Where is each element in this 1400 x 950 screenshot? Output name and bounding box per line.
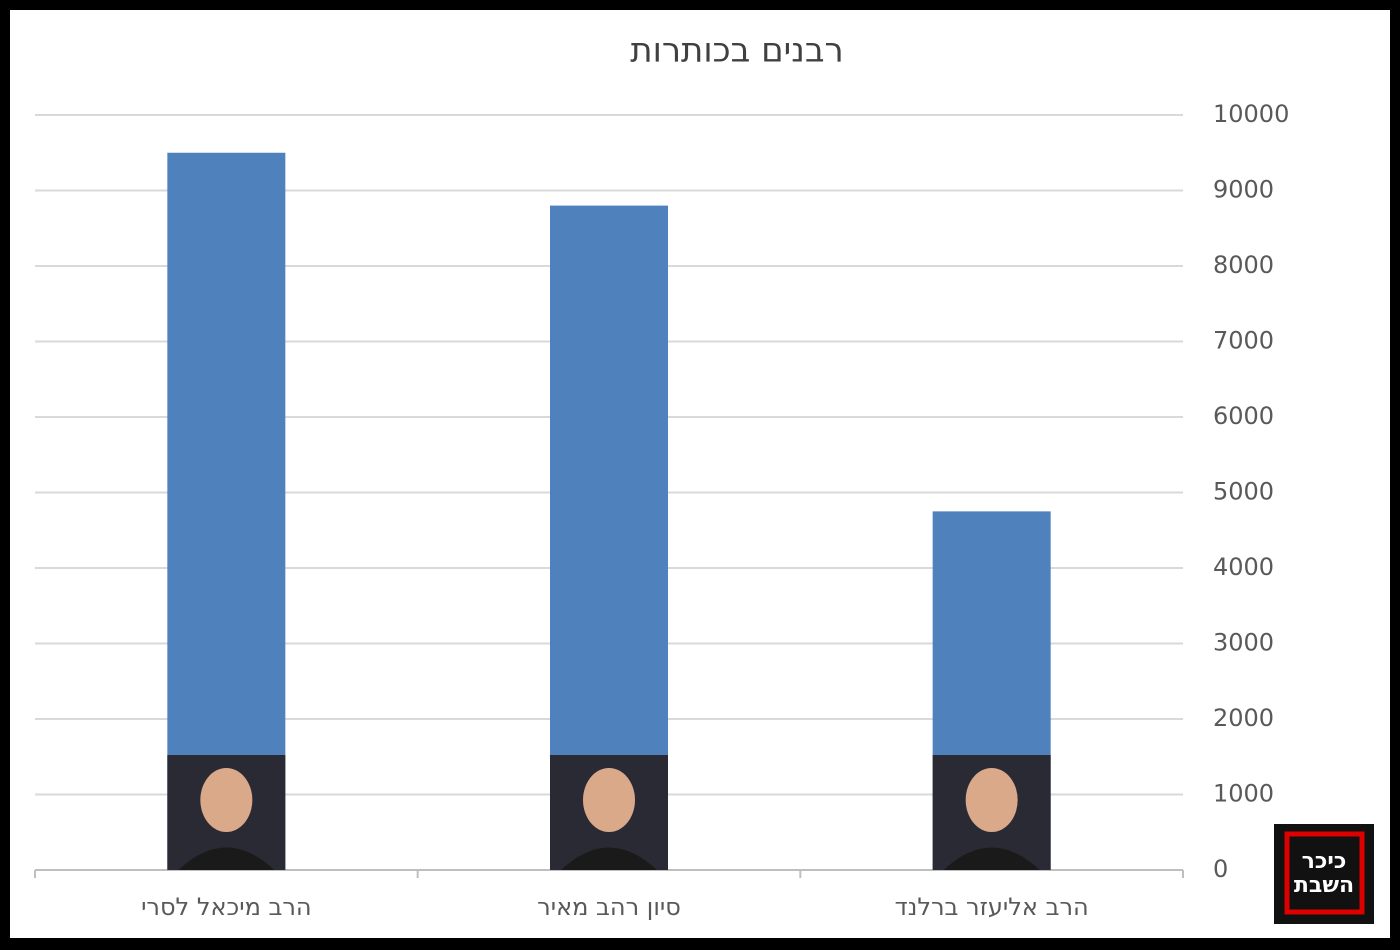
chart-title: רבנים בכותרות — [630, 31, 843, 71]
logo-box — [1274, 824, 1374, 924]
y-tick-label: 6000 — [1213, 402, 1274, 430]
y-tick-label: 8000 — [1213, 251, 1274, 279]
portrait-body — [561, 847, 657, 870]
y-tick-label: 1000 — [1213, 780, 1274, 808]
portrait — [550, 755, 668, 870]
y-tick-label: 7000 — [1213, 327, 1274, 355]
y-tick-label: 2000 — [1213, 704, 1274, 732]
portrait — [932, 755, 1051, 870]
y-tick-label: 9000 — [1213, 176, 1274, 204]
y-tick-label: 4000 — [1213, 553, 1274, 581]
y-tick-label: 10000 — [1213, 100, 1289, 128]
bar — [167, 152, 286, 870]
x-tick-label: סיון רהב מאיר — [537, 893, 681, 921]
portrait — [167, 755, 286, 870]
y-tick-label: 3000 — [1213, 629, 1274, 657]
y-tick-label: 0 — [1213, 855, 1228, 883]
x-tick-label: הרב מיכאל לסרי — [141, 893, 312, 921]
portrait-body — [178, 847, 275, 870]
portrait-body — [943, 847, 1040, 870]
portrait-face — [200, 768, 253, 832]
logo: כיכר השבת — [1274, 824, 1374, 924]
y-tick-label: 5000 — [1213, 478, 1274, 506]
portrait-face — [965, 768, 1018, 832]
logo-text: כיכר — [1302, 849, 1347, 874]
x-tick-label: הרב אליעזר ברלנד — [895, 893, 1089, 921]
logo-frame — [1284, 831, 1365, 915]
logo-text: השבת — [1294, 873, 1354, 898]
portrait-face — [583, 768, 635, 832]
